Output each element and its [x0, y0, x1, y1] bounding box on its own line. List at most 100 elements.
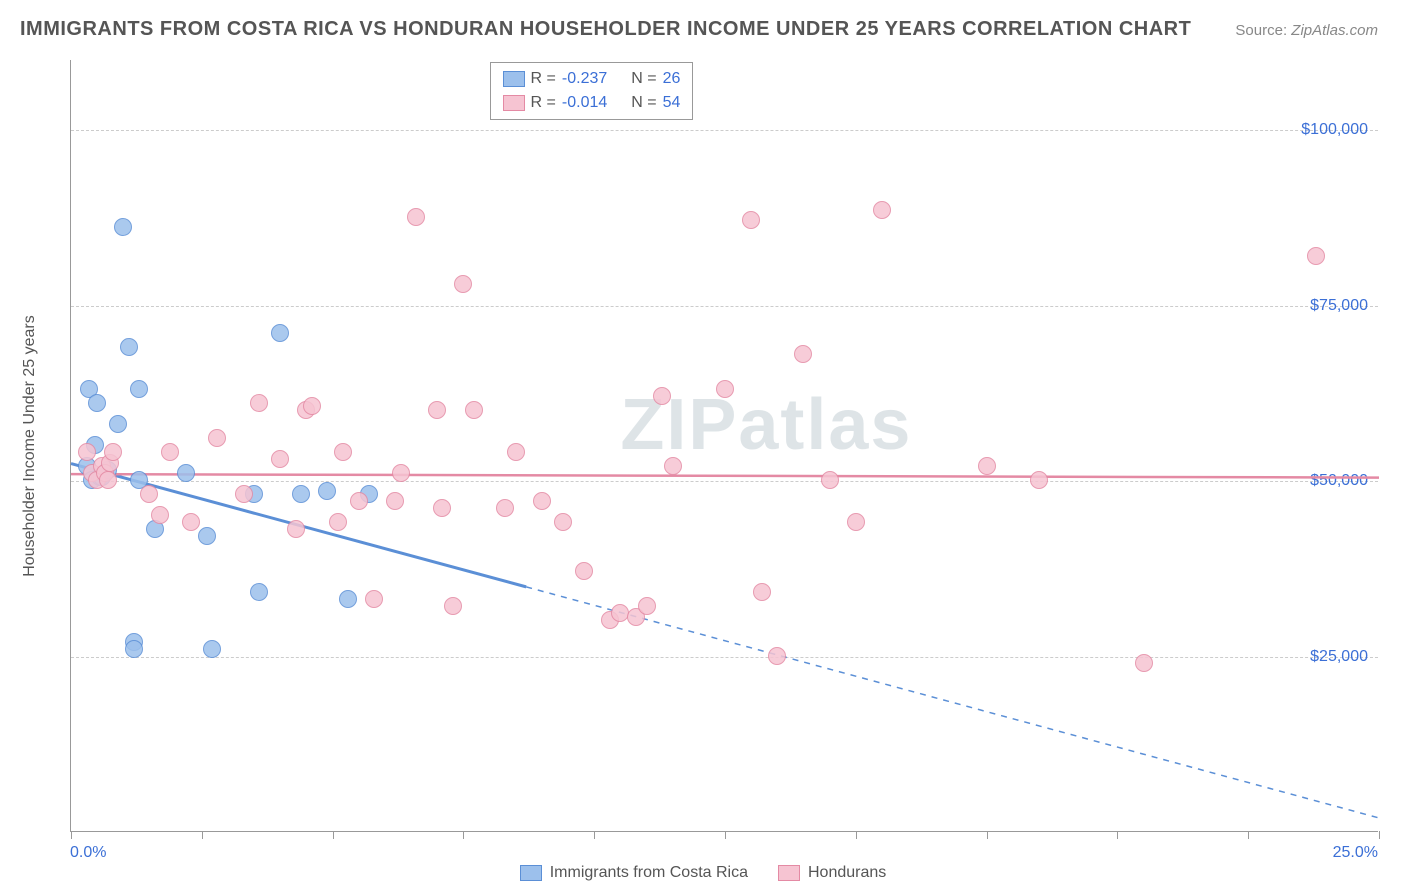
grid-line: [71, 657, 1378, 658]
legend-item: Immigrants from Costa Rica: [520, 864, 748, 882]
r-label: R =: [531, 67, 556, 91]
data-point: [125, 640, 143, 658]
x-axis-min-label: 0.0%: [70, 844, 106, 862]
legend-series-name: Hondurans: [808, 864, 886, 882]
data-point: [177, 464, 195, 482]
data-point: [318, 482, 336, 500]
legend-swatch: [503, 71, 525, 87]
data-point: [1307, 247, 1325, 265]
legend-row: R =-0.237N =26: [503, 67, 681, 91]
data-point: [392, 464, 410, 482]
data-point: [250, 394, 268, 412]
data-point: [78, 443, 96, 461]
chart-title: IMMIGRANTS FROM COSTA RICA VS HONDURAN H…: [20, 18, 1191, 41]
data-point: [140, 485, 158, 503]
data-point: [768, 647, 786, 665]
n-label: N =: [631, 67, 656, 91]
x-tick: [1248, 831, 1249, 839]
x-tick: [71, 831, 72, 839]
data-point: [496, 499, 514, 517]
data-point: [1030, 471, 1048, 489]
data-point: [873, 201, 891, 219]
data-point: [250, 583, 268, 601]
data-point: [428, 401, 446, 419]
legend-swatch: [503, 95, 525, 111]
x-tick: [856, 831, 857, 839]
data-point: [454, 275, 472, 293]
y-tick-label: $100,000: [1301, 121, 1368, 139]
data-point: [507, 443, 525, 461]
data-point: [339, 590, 357, 608]
legend-swatch: [778, 865, 800, 881]
data-point: [334, 443, 352, 461]
source-label: Source:: [1235, 22, 1287, 39]
data-point: [716, 380, 734, 398]
data-point: [664, 457, 682, 475]
data-point: [533, 492, 551, 510]
correlation-legend-box: R =-0.237N =26R =-0.014N =54: [490, 62, 694, 120]
legend-item: Hondurans: [778, 864, 886, 882]
grid-line: [71, 130, 1378, 131]
data-point: [1135, 654, 1153, 672]
data-point: [271, 450, 289, 468]
data-point: [433, 499, 451, 517]
data-point: [182, 513, 200, 531]
grid-line: [71, 481, 1378, 482]
data-point: [151, 506, 169, 524]
data-point: [554, 513, 572, 531]
data-point: [292, 485, 310, 503]
x-tick: [594, 831, 595, 839]
legend-row: R =-0.014N =54: [503, 91, 681, 115]
data-point: [742, 211, 760, 229]
n-label: N =: [631, 91, 656, 115]
data-point: [208, 429, 226, 447]
data-point: [235, 485, 253, 503]
data-point: [465, 401, 483, 419]
data-point: [271, 324, 289, 342]
data-point: [99, 471, 117, 489]
data-point: [794, 345, 812, 363]
series-legend: Immigrants from Costa Rica Hondurans: [0, 864, 1406, 882]
data-point: [88, 394, 106, 412]
data-point: [198, 527, 216, 545]
data-point: [638, 597, 656, 615]
data-point: [114, 218, 132, 236]
data-point: [365, 590, 383, 608]
data-point: [978, 457, 996, 475]
x-tick: [463, 831, 464, 839]
data-point: [575, 562, 593, 580]
x-tick: [725, 831, 726, 839]
data-point: [130, 380, 148, 398]
data-point: [120, 338, 138, 356]
data-point: [444, 597, 462, 615]
source-attribution: Source: ZipAtlas.com: [1235, 22, 1378, 39]
source-value: ZipAtlas.com: [1291, 22, 1378, 39]
n-value: 54: [663, 91, 681, 115]
data-point: [203, 640, 221, 658]
x-tick: [987, 831, 988, 839]
data-point: [847, 513, 865, 531]
grid-line: [71, 306, 1378, 307]
data-point: [653, 387, 671, 405]
data-point: [287, 520, 305, 538]
data-point: [161, 443, 179, 461]
data-point: [753, 583, 771, 601]
scatter-plot-area: ZIPatlas R =-0.237N =26R =-0.014N =54 $2…: [70, 60, 1378, 832]
data-point: [386, 492, 404, 510]
data-point: [350, 492, 368, 510]
x-axis-max-label: 25.0%: [1333, 844, 1378, 862]
data-point: [109, 415, 127, 433]
data-point: [104, 443, 122, 461]
x-tick: [333, 831, 334, 839]
data-point: [303, 397, 321, 415]
x-tick: [202, 831, 203, 839]
x-tick: [1379, 831, 1380, 839]
trend-lines: [71, 60, 1379, 832]
r-value: -0.014: [562, 91, 607, 115]
x-tick: [1117, 831, 1118, 839]
y-tick-label: $25,000: [1310, 648, 1368, 666]
n-value: 26: [663, 67, 681, 91]
data-point: [821, 471, 839, 489]
y-tick-label: $50,000: [1310, 472, 1368, 490]
y-tick-label: $75,000: [1310, 297, 1368, 315]
